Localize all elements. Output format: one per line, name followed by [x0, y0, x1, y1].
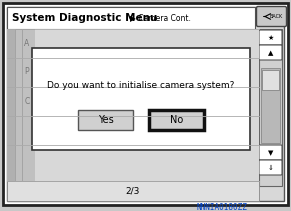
Text: No: No [170, 115, 183, 125]
Text: A: A [24, 38, 30, 47]
Text: Do you want to initialise camera system?: Do you want to initialise camera system? [47, 81, 235, 91]
Bar [7, 7, 255, 29]
Bar [261, 68, 280, 143]
Text: ▼: ▼ [268, 150, 273, 156]
Text: ⇓: ⇓ [267, 165, 274, 171]
Bar [7, 29, 35, 181]
Text: ▲: ▲ [268, 50, 273, 56]
Bar [32, 48, 250, 150]
FancyBboxPatch shape [256, 7, 287, 27]
FancyBboxPatch shape [259, 45, 282, 60]
Text: NNNIA0180ZZ: NNNIA0180ZZ [196, 203, 247, 211]
FancyBboxPatch shape [259, 145, 282, 160]
FancyBboxPatch shape [259, 160, 282, 175]
Text: ★: ★ [267, 35, 274, 41]
Text: 2/3: 2/3 [126, 187, 140, 196]
Bar [78, 110, 133, 130]
Bar [259, 29, 282, 186]
Bar [7, 181, 259, 201]
Bar [7, 29, 15, 181]
FancyBboxPatch shape [259, 30, 282, 45]
Text: P: P [25, 68, 29, 77]
Text: C: C [24, 96, 30, 106]
Bar [262, 70, 279, 90]
Text: Yes: Yes [97, 115, 113, 125]
Text: System Diagnostic Menu: System Diagnostic Menu [12, 13, 157, 23]
Bar [35, 29, 259, 181]
Text: BACK: BACK [269, 14, 282, 19]
Bar [149, 110, 204, 130]
Text: ▶ Camera Cont.: ▶ Camera Cont. [130, 14, 191, 23]
